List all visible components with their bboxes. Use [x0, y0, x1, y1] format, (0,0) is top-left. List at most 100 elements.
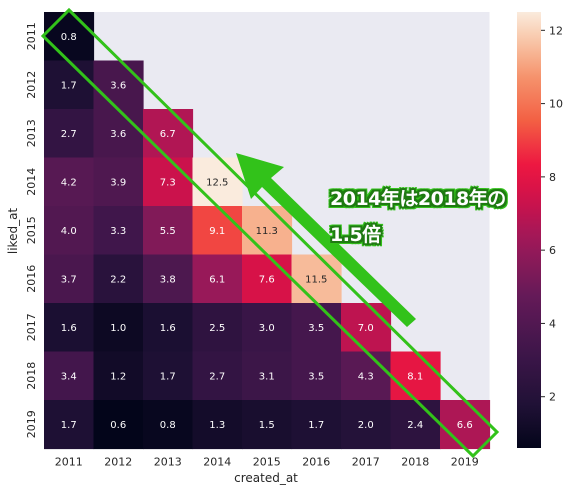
- cell-value-label: 2.0: [358, 420, 374, 431]
- cell-value-label: 1.5: [259, 420, 275, 431]
- cell-value-label: 6.1: [209, 274, 225, 285]
- cell-value-label: 0.8: [160, 420, 176, 431]
- cell-value-label: 1.2: [110, 371, 126, 382]
- heatmap-cell: [93, 351, 144, 401]
- x-tick-label: 2012: [104, 456, 132, 469]
- heatmap-cell: [440, 400, 491, 450]
- y-tick-label: 2014: [25, 168, 38, 196]
- heatmap-cell: [341, 400, 392, 450]
- heatmap-cell: [44, 109, 95, 159]
- y-tick-label: 2016: [25, 265, 38, 293]
- cell-value-label: 11.3: [256, 226, 278, 237]
- x-tick-label: 2017: [352, 456, 380, 469]
- cell-value-label: 3.3: [110, 226, 126, 237]
- heatmap-cell: [242, 206, 293, 256]
- heatmap-cell: [291, 400, 342, 450]
- heatmap-cell: [44, 303, 95, 353]
- cell-value-label: 11.5: [305, 274, 327, 285]
- cell-value-label: 1.7: [61, 420, 77, 431]
- cell-value-label: 0.6: [110, 420, 126, 431]
- heatmap-cell: [192, 206, 243, 256]
- annotation-text-line2: 1.5倍: [330, 224, 381, 246]
- annotation-text-line1: 2014年は2018年の: [330, 188, 506, 210]
- heatmap-cell: [143, 351, 194, 401]
- cell-value-label: 12.5: [206, 177, 228, 188]
- heatmap-cells: 0.8 1.7 3.6 2.7 3.6 6.7 4.2 3.9 7.3 12.5 4.0 3.3 5.5…: [44, 12, 491, 450]
- heatmap-cell: [192, 303, 243, 353]
- colorbar-tick-label: 10: [549, 98, 563, 111]
- x-tick-label: 2013: [154, 456, 182, 469]
- cell-value-label: 1.7: [61, 80, 77, 91]
- annotation-arrow: [236, 153, 416, 327]
- cell-value-label: 3.0: [259, 323, 275, 334]
- heatmap-cell: [242, 303, 293, 353]
- heatmap-cell: [44, 254, 95, 304]
- y-tick-label: 2015: [25, 216, 38, 244]
- y-tick-label: 2011: [25, 22, 38, 50]
- heatmap-cell: [192, 157, 243, 207]
- cell-value-label: 3.6: [110, 80, 126, 91]
- cell-value-label: 1.3: [209, 420, 225, 431]
- heatmap-cell: [192, 254, 243, 304]
- y-tick-label: 2018: [25, 362, 38, 390]
- x-axis-ticks: 2011 2012 2013 2014 2015 2016 2017 2018 2019: [55, 456, 479, 469]
- heatmap-cell: [242, 400, 293, 450]
- heatmap-cell: [390, 351, 441, 401]
- cell-value-label: 8.1: [407, 371, 423, 382]
- cell-value-label: 9.1: [209, 226, 225, 237]
- y-tick-label: 2017: [25, 313, 38, 341]
- cell-value-label: 2.2: [110, 274, 126, 285]
- cell-value-label: 3.5: [308, 371, 324, 382]
- heatmap-cell: [143, 254, 194, 304]
- cell-value-label: 6.6: [457, 420, 473, 431]
- heatmap-cell: [44, 60, 95, 110]
- cell-value-label: 0.8: [61, 32, 77, 43]
- heatmap-cell: [192, 351, 243, 401]
- heatmap-cell: [390, 400, 441, 450]
- annotation-overlay: [40, 7, 500, 459]
- heatmap-cell: [143, 157, 194, 207]
- x-axis-label: created_at: [234, 471, 298, 485]
- cell-value-label: 7.6: [259, 274, 275, 285]
- cell-value-label: 3.7: [61, 274, 77, 285]
- cell-value-label: 2.4: [407, 420, 423, 431]
- x-tick-label: 2016: [302, 456, 330, 469]
- cell-value-label: 4.0: [61, 226, 77, 237]
- cell-value-label: 3.8: [160, 274, 176, 285]
- cell-value-label: 4.2: [61, 177, 77, 188]
- colorbar-gradient: [517, 12, 541, 448]
- heatmap-cell: [93, 254, 144, 304]
- cell-value-label: 1.0: [110, 323, 126, 334]
- heatmap-cell: [93, 157, 144, 207]
- heatmap-cell: [143, 109, 194, 159]
- heatmap-cell: [44, 12, 95, 62]
- colorbar-tick-label: 8: [549, 171, 556, 184]
- y-axis-label: liked_at: [6, 208, 20, 255]
- cell-value-label: 5.5: [160, 226, 176, 237]
- colorbar-tick-label: 12: [549, 24, 563, 37]
- heatmap-cell: [143, 303, 194, 353]
- cell-value-label: 3.1: [259, 371, 275, 382]
- x-tick-label: 2015: [253, 456, 281, 469]
- cell-value-label: 2.7: [209, 371, 225, 382]
- heatmap-cell: [93, 206, 144, 256]
- cell-value-label: 2.7: [61, 129, 77, 140]
- heatmap-cell: [291, 351, 342, 401]
- cell-value-label: 1.6: [61, 323, 77, 334]
- heatmap-cell: [44, 400, 95, 450]
- heatmap-cell: [291, 254, 342, 304]
- heatmap-cell: [93, 400, 144, 450]
- cell-value-label: 3.4: [61, 371, 77, 382]
- cell-value-label: 7.0: [358, 323, 374, 334]
- cell-value-label: 3.5: [308, 323, 324, 334]
- heatmap-cell: [143, 206, 194, 256]
- heatmap-cell: [44, 206, 95, 256]
- y-axis-ticks: 2011 2012 2013 2014 2015 2016 2017 2018 2019: [25, 22, 38, 438]
- diagonal-highlight-box: [40, 7, 500, 459]
- x-tick-label: 2019: [451, 456, 479, 469]
- heatmap-cell: [192, 400, 243, 450]
- heatmap-cell: [44, 157, 95, 207]
- colorbar-tick-label: 6: [549, 244, 556, 257]
- heatmap-cell: [93, 109, 144, 159]
